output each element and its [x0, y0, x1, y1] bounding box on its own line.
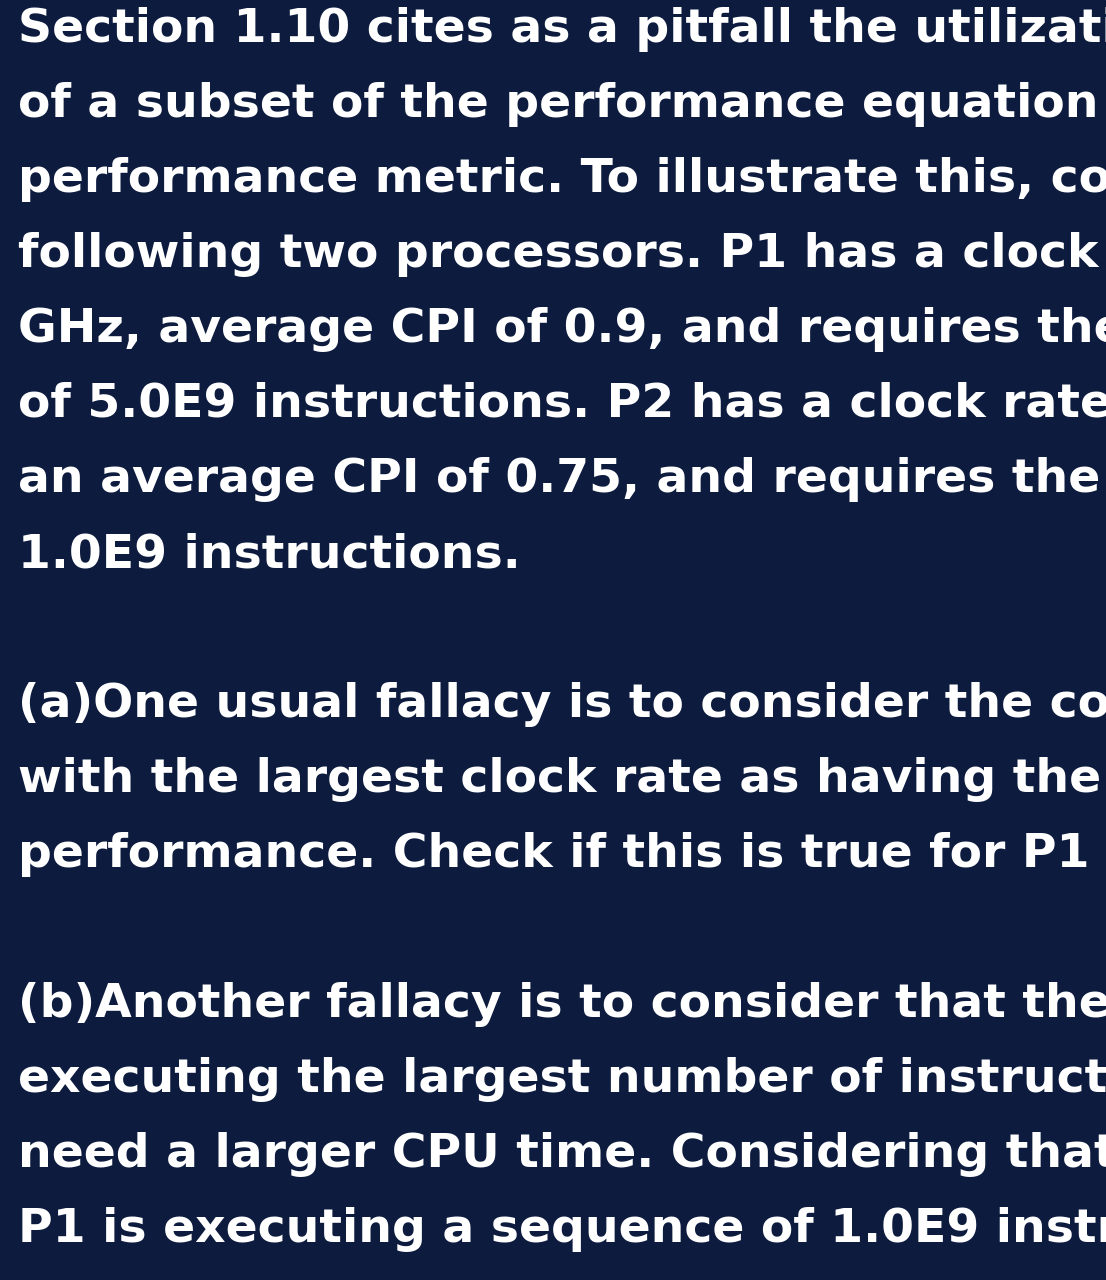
Text: of 5.0E9 instructions. P2 has a clock rate of 3 GHz,: of 5.0E9 instructions. P2 has a clock ra…: [18, 381, 1106, 428]
Text: executing the largest number of instructions will: executing the largest number of instruct…: [18, 1057, 1106, 1102]
Text: an average CPI of 0.75, and requires the execution of: an average CPI of 0.75, and requires the…: [18, 457, 1106, 502]
Text: performance metric. To illustrate this, consider the: performance metric. To illustrate this, …: [18, 157, 1106, 202]
Text: Section 1.10 cites as a pitfall the utilization: Section 1.10 cites as a pitfall the util…: [18, 6, 1106, 52]
Text: performance. Check if this is true for P1 and P2.: performance. Check if this is true for P…: [18, 832, 1106, 877]
Text: following two processors. P1 has a clock rate of 4: following two processors. P1 has a clock…: [18, 232, 1106, 276]
Text: P1 is executing a sequence of 1.0E9 instructions and: P1 is executing a sequence of 1.0E9 inst…: [18, 1207, 1106, 1252]
Text: need a larger CPU time. Considering that processor: need a larger CPU time. Considering that…: [18, 1132, 1106, 1178]
Text: with the largest clock rate as having the largest: with the largest clock rate as having th…: [18, 756, 1106, 803]
Text: (b)Another fallacy is to consider that the processor: (b)Another fallacy is to consider that t…: [18, 982, 1106, 1027]
Text: 1.0E9 instructions.: 1.0E9 instructions.: [18, 532, 521, 577]
Text: GHz, average CPI of 0.9, and requires the execution: GHz, average CPI of 0.9, and requires th…: [18, 307, 1106, 352]
Text: of a subset of the performance equation as a: of a subset of the performance equation …: [18, 82, 1106, 127]
Text: (a)One usual fallacy is to consider the computer: (a)One usual fallacy is to consider the …: [18, 682, 1106, 727]
